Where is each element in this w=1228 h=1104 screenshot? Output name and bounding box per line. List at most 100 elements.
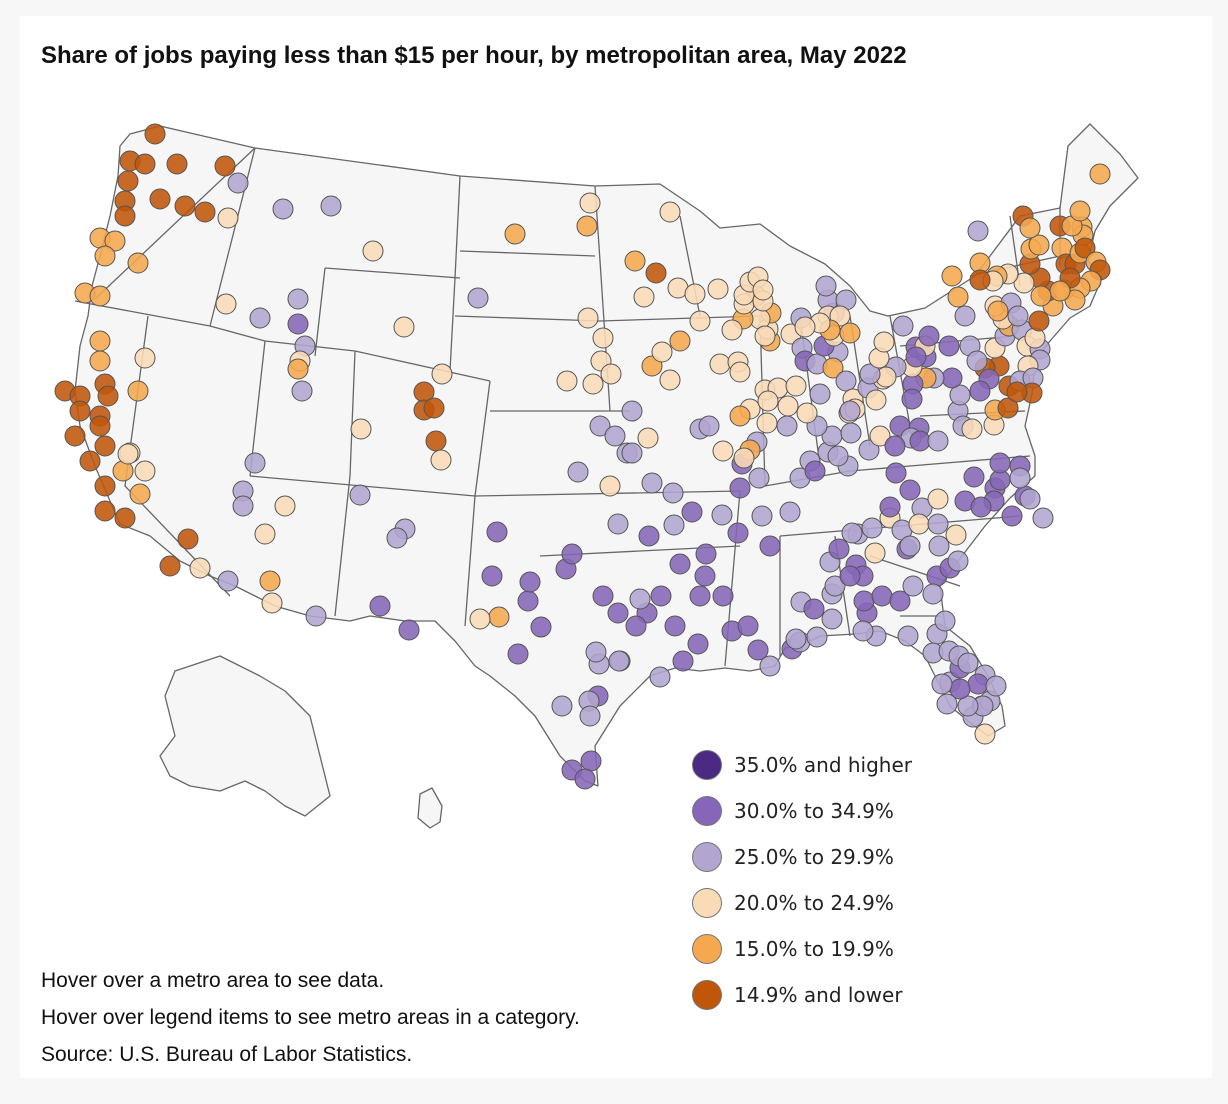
metro-dot-8[interactable]: [149, 188, 171, 210]
metro-dot-98[interactable]: [707, 278, 729, 300]
metro-dot-182[interactable]: [824, 575, 846, 597]
metro-dot-395[interactable]: [752, 279, 774, 301]
metro-dot-135[interactable]: [747, 639, 769, 661]
metro-dot-201[interactable]: [945, 524, 967, 546]
metro-dot-282[interactable]: [827, 445, 849, 467]
metro-dot-123[interactable]: [669, 553, 691, 575]
metro-dot-130[interactable]: [687, 633, 709, 655]
legend-item-30-to-34-9[interactable]: 30.0% to 34.9%: [692, 788, 912, 834]
metro-dot-195[interactable]: [879, 496, 901, 518]
metro-dot-23[interactable]: [97, 385, 119, 407]
metro-dot-178[interactable]: [776, 415, 798, 437]
legend-item-35-and-higher[interactable]: 35.0% and higher: [692, 742, 912, 788]
metro-dot-197[interactable]: [908, 513, 930, 535]
metro-dot-60[interactable]: [291, 380, 313, 402]
metro-dot-3[interactable]: [117, 170, 139, 192]
metro-dot-49[interactable]: [259, 570, 281, 592]
metro-dot-107[interactable]: [621, 442, 643, 464]
metro-dot-368[interactable]: [1089, 163, 1111, 185]
metro-dot-129[interactable]: [664, 615, 686, 637]
metro-dot-254[interactable]: [931, 673, 953, 695]
metro-dot-72[interactable]: [350, 418, 372, 440]
metro-dot-53[interactable]: [215, 293, 237, 315]
metro-dot-83[interactable]: [624, 250, 646, 272]
metro-dot-56[interactable]: [287, 313, 309, 335]
metro-dot-225[interactable]: [853, 590, 875, 612]
metro-dot-165[interactable]: [748, 467, 770, 489]
metro-dot-55[interactable]: [287, 288, 309, 310]
metro-dot-50[interactable]: [261, 592, 283, 614]
metro-dot-244[interactable]: [967, 673, 989, 695]
metro-dot-283[interactable]: [869, 425, 891, 447]
metro-dot-367[interactable]: [1019, 217, 1041, 239]
metro-dot-167[interactable]: [779, 501, 801, 523]
metro-dot-174[interactable]: [809, 383, 831, 405]
metro-dot-330[interactable]: [1006, 381, 1028, 403]
metro-dot-128[interactable]: [625, 615, 647, 637]
metro-dot-124[interactable]: [695, 543, 717, 565]
metro-dot-97[interactable]: [689, 310, 711, 332]
metro-dot-153[interactable]: [530, 616, 552, 638]
metro-dot-403[interactable]: [987, 300, 1009, 322]
metro-dot-117[interactable]: [638, 525, 660, 547]
metro-dot-17[interactable]: [89, 285, 111, 307]
metro-dot-346[interactable]: [1074, 237, 1096, 259]
metro-dot-54[interactable]: [249, 307, 271, 329]
metro-dot-132[interactable]: [712, 585, 734, 607]
metro-dot-36[interactable]: [94, 500, 116, 522]
metro-dot-119[interactable]: [599, 475, 621, 497]
metro-dot-149[interactable]: [580, 750, 602, 772]
metro-dot-382[interactable]: [815, 275, 837, 297]
metro-dot-312[interactable]: [865, 389, 887, 411]
metro-dot-187[interactable]: [861, 517, 883, 539]
metro-dot-91[interactable]: [600, 363, 622, 385]
metro-dot-10[interactable]: [194, 201, 216, 223]
metro-dot-29[interactable]: [89, 415, 111, 437]
metro-dot-82[interactable]: [659, 201, 681, 223]
legend-item-14-9-and-lower[interactable]: 14.9% and lower: [692, 972, 912, 1018]
metro-dot-404[interactable]: [1007, 305, 1029, 327]
metro-dot-274[interactable]: [822, 357, 844, 379]
metro-dot-309[interactable]: [901, 388, 923, 410]
metro-dot-68[interactable]: [431, 363, 453, 385]
metro-dot-42[interactable]: [159, 555, 181, 577]
metro-dot-122[interactable]: [727, 522, 749, 544]
metro-dot-51[interactable]: [274, 495, 296, 517]
metro-dot-18[interactable]: [217, 207, 239, 229]
metro-dot-48[interactable]: [254, 523, 276, 545]
metro-dot-15[interactable]: [127, 252, 149, 274]
metro-dot-108[interactable]: [637, 427, 659, 449]
metro-dot-140[interactable]: [672, 650, 694, 672]
metro-dot-196[interactable]: [885, 462, 907, 484]
metro-dot-214[interactable]: [1019, 488, 1041, 510]
metro-dot-81[interactable]: [576, 215, 598, 237]
metro-dot-362[interactable]: [969, 269, 991, 291]
metro-dot-157[interactable]: [481, 565, 503, 587]
metro-dot-73[interactable]: [244, 452, 266, 474]
metro-dot-20[interactable]: [89, 330, 111, 352]
metro-dot-300[interactable]: [969, 380, 991, 402]
metro-dot-99[interactable]: [709, 353, 731, 375]
metro-dot-207[interactable]: [963, 466, 985, 488]
metro-dot-131[interactable]: [689, 585, 711, 607]
metro-dot-63[interactable]: [362, 240, 384, 262]
metro-dot-78[interactable]: [398, 619, 420, 641]
metro-dot-151[interactable]: [488, 606, 510, 628]
metro-dot-9[interactable]: [174, 195, 196, 217]
metro-dot-116[interactable]: [663, 514, 685, 536]
metro-dot-35[interactable]: [129, 483, 151, 505]
metro-dot-26[interactable]: [69, 400, 91, 422]
metro-dot-114[interactable]: [641, 472, 663, 494]
metro-dot-198[interactable]: [899, 535, 921, 557]
metro-dot-287[interactable]: [884, 435, 906, 457]
legend-item-20-to-24-9[interactable]: 20.0% to 24.9%: [692, 880, 912, 926]
metro-dot-94[interactable]: [651, 341, 673, 363]
metro-dot-160[interactable]: [561, 543, 583, 565]
metro-dot-155[interactable]: [517, 590, 539, 612]
metro-dot-253[interactable]: [936, 693, 958, 715]
metro-dot-85[interactable]: [633, 286, 655, 308]
metro-dot-396[interactable]: [873, 331, 895, 353]
metro-dot-226[interactable]: [871, 585, 893, 607]
metro-dot-90[interactable]: [582, 373, 604, 395]
metro-dot-199[interactable]: [927, 488, 949, 510]
